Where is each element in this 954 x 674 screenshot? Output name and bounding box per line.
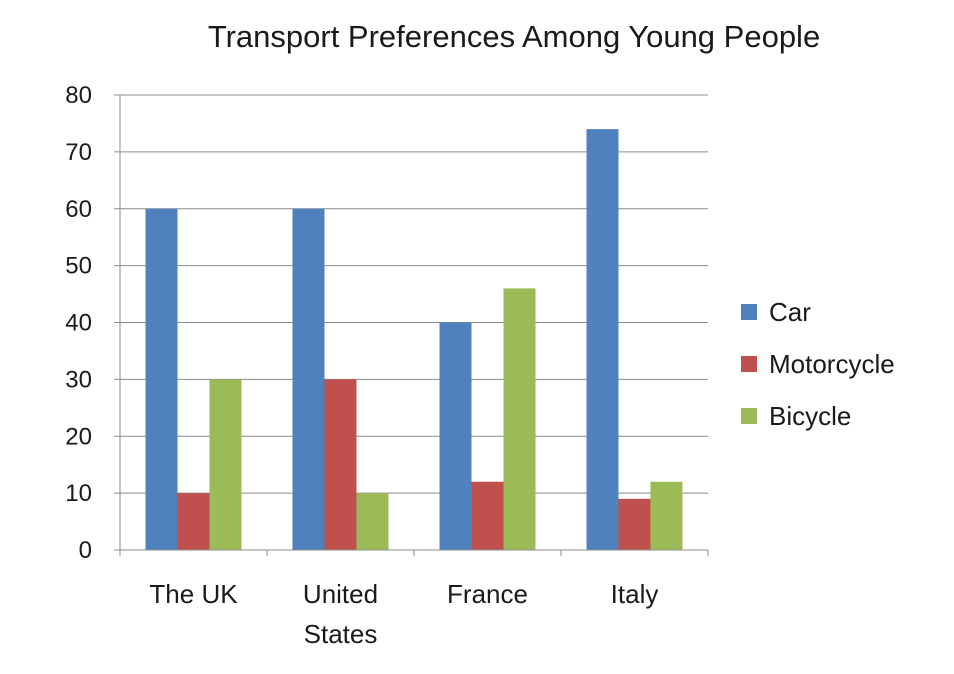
x-axis: The UK United States France Italy — [119, 549, 709, 649]
bar-bicycle-1 — [356, 493, 389, 550]
bar-car-2 — [439, 322, 472, 550]
x-tick-label-line: Italy — [611, 579, 659, 609]
y-tick-label: 80 — [65, 82, 92, 109]
bar-motorcycle-0 — [177, 493, 210, 550]
y-tick-label: 70 — [65, 139, 92, 166]
legend-label-motorcycle: Motorcycle — [769, 349, 895, 379]
legend-swatch-motorcycle — [741, 356, 757, 372]
gridlines — [120, 94, 708, 494]
legend-label-car: Car — [769, 297, 811, 327]
bar-car-0 — [145, 208, 178, 550]
bar-car-1 — [292, 208, 325, 550]
y-tick-label: 60 — [65, 196, 92, 223]
legend-swatch-bicycle — [741, 408, 757, 424]
y-tick-label: 40 — [65, 310, 92, 337]
x-tick-label: The UK — [149, 579, 238, 609]
y-axis: 0 10 20 30 40 50 60 70 80 — [65, 82, 121, 564]
x-tick-label: France — [447, 579, 528, 609]
x-tick-label: United States — [303, 579, 378, 649]
bar-bicycle-0 — [209, 379, 242, 550]
chart-title: Transport Preferences Among Young People — [208, 19, 820, 54]
x-tick-label-line: The UK — [149, 579, 238, 609]
bar-bicycle-2 — [503, 288, 536, 550]
legend-swatch-car — [741, 304, 757, 320]
y-tick-label: 30 — [65, 366, 92, 393]
x-tick-label: Italy — [611, 579, 659, 609]
bar-bicycle-3 — [650, 481, 683, 550]
x-tick-label-line: United — [303, 579, 378, 609]
legend: Car Motorcycle Bicycle — [741, 297, 895, 431]
bar-motorcycle-2 — [471, 481, 504, 550]
legend-label-bicycle: Bicycle — [769, 401, 851, 431]
bar-motorcycle-1 — [324, 379, 357, 550]
bar-car-3 — [586, 129, 619, 550]
bars — [145, 129, 683, 550]
y-tick-label: 0 — [79, 537, 92, 564]
bar-motorcycle-3 — [618, 498, 651, 550]
y-tick-label: 50 — [65, 253, 92, 280]
x-tick-label-line: France — [447, 579, 528, 609]
y-tick-label: 20 — [65, 423, 92, 450]
y-tick-label: 10 — [65, 480, 92, 507]
x-tick-label-line: States — [304, 619, 378, 649]
